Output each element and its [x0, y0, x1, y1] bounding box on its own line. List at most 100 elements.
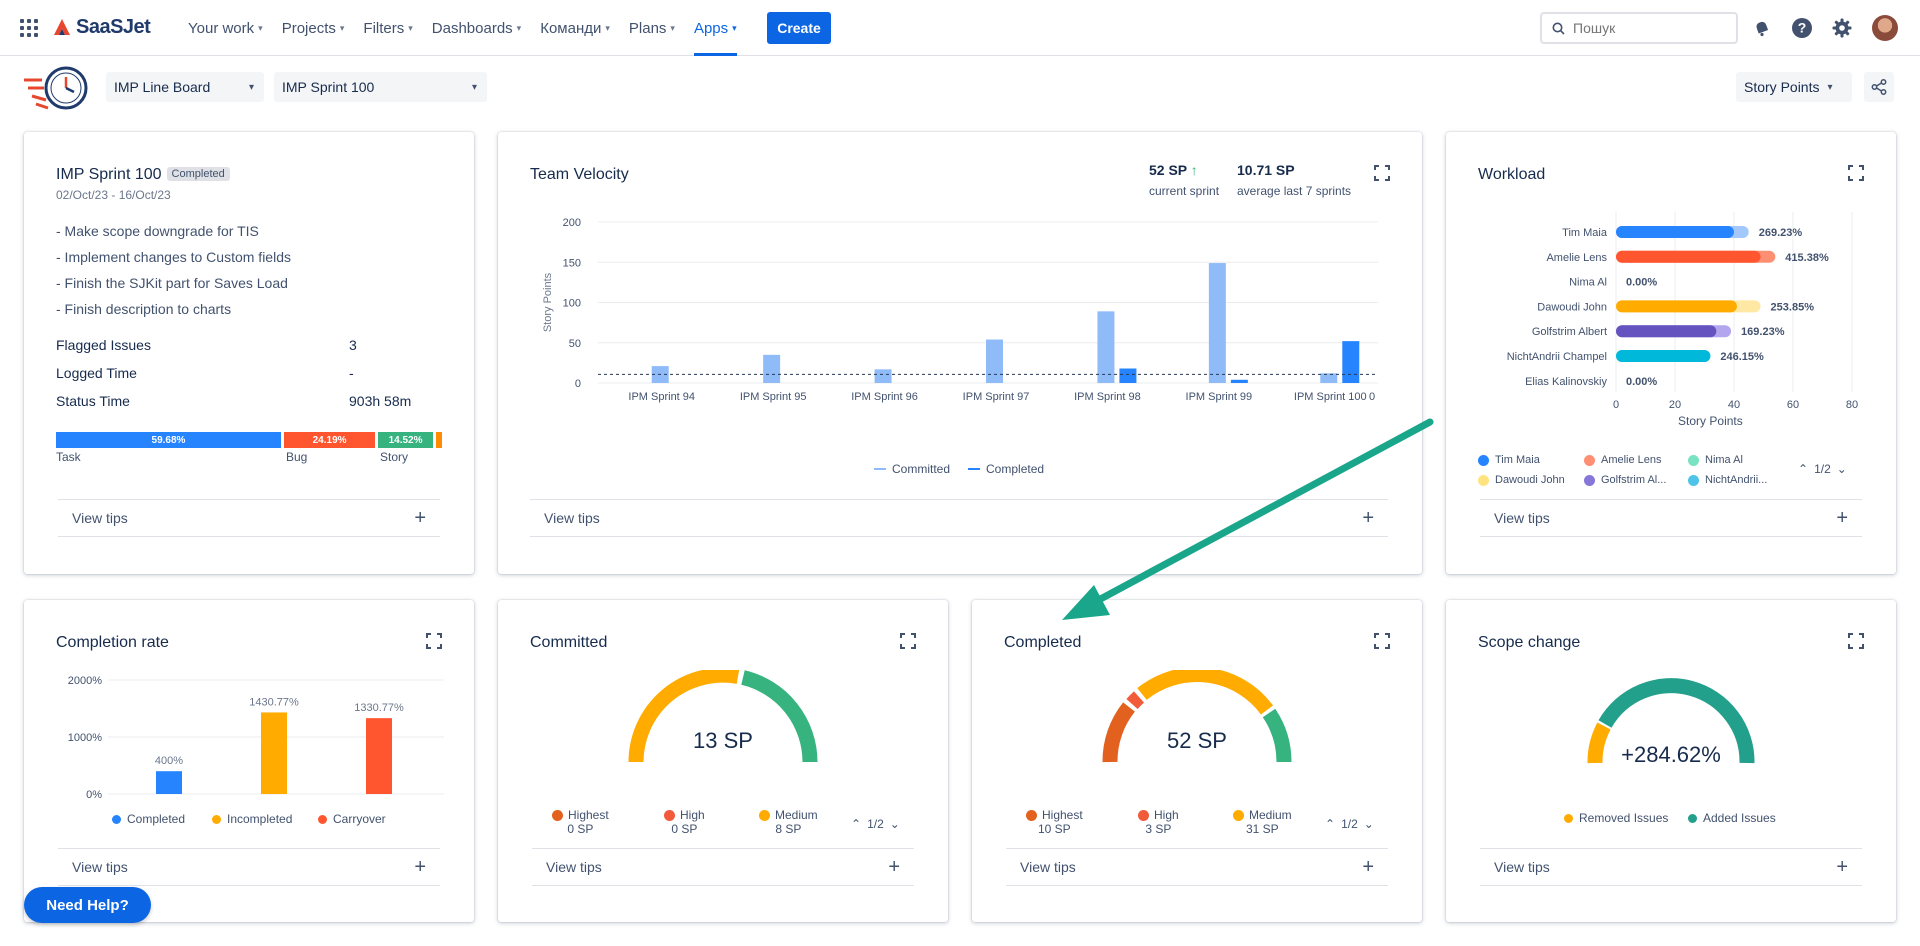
priority-pager[interactable]: ⌃ 1/2 ⌄ — [1325, 817, 1374, 831]
workload-pager[interactable]: ⌃ 1/2 ⌄ — [1798, 462, 1847, 476]
distribution-segment: 14.52% — [378, 432, 433, 448]
view-tips-row[interactable]: View tips + — [532, 848, 914, 886]
distribution-segment — [435, 432, 442, 448]
chevron-down-icon[interactable]: ⌄ — [1363, 817, 1374, 831]
legend-item[interactable]: Golfstrim Al... — [1584, 474, 1666, 486]
data-label: 246.15% — [1720, 351, 1764, 363]
nav-item[interactable]: Filters ▾ — [363, 0, 412, 56]
primary-nav: Your work ▾ Projects ▾ Filters ▾ Dashboards ▾ Ко… — [188, 0, 756, 56]
y-tick-label: 200 — [563, 217, 581, 229]
user-avatar[interactable] — [1872, 15, 1898, 41]
nav-item[interactable]: Projects ▾ — [282, 0, 345, 56]
app-switcher-icon[interactable] — [20, 19, 38, 37]
legend-label: Dawoudi John — [1495, 474, 1565, 486]
view-tips-row[interactable]: View tips + — [58, 499, 440, 537]
arrow-up-icon: ↑ — [1190, 162, 1198, 178]
brand-logo[interactable]: SaaSJet — [54, 16, 151, 39]
workload-chart: 0 20 40 60 80 Story Points Tim Maia 269.23% Amel… — [1507, 212, 1858, 428]
legend-item[interactable]: Added Issues — [1688, 811, 1776, 825]
legend-item[interactable]: Tim Maia — [1478, 454, 1540, 466]
priority-sp: 0 SP — [567, 822, 594, 836]
chevron-down-icon[interactable]: ⌄ — [1836, 462, 1847, 476]
chevron-down-icon[interactable]: ⌄ — [889, 817, 900, 831]
average-value: 10.71 SP — [1237, 162, 1295, 178]
category-label: Elias Kalinovskiy — [1525, 376, 1607, 388]
legend-label: Amelie Lens — [1601, 454, 1662, 466]
search-icon — [1552, 22, 1565, 35]
priority-label: Medium — [1249, 808, 1292, 822]
expand-icon[interactable] — [1848, 633, 1864, 649]
search-input[interactable] — [1573, 20, 1723, 36]
nav-item[interactable]: Dashboards ▾ — [432, 0, 521, 56]
plus-icon[interactable]: + — [1362, 855, 1374, 878]
nav-item[interactable]: Команди ▾ — [540, 0, 610, 56]
view-tips-row[interactable]: View tips + — [58, 848, 440, 886]
need-help-button[interactable]: Need Help? — [24, 887, 151, 923]
settings-gear-icon[interactable] — [1830, 16, 1854, 40]
legend-item[interactable]: NichtAndrii... — [1688, 474, 1767, 486]
plus-icon[interactable]: + — [1836, 506, 1848, 529]
notifications-icon[interactable] — [1750, 16, 1774, 40]
view-tips-row[interactable]: View tips + — [530, 499, 1388, 537]
committed-bar — [986, 339, 1003, 383]
stat-value: 3 — [349, 337, 357, 353]
expand-icon[interactable] — [1374, 165, 1390, 181]
priority-pager[interactable]: ⌃ 1/2 ⌄ — [851, 817, 900, 831]
gauge-segment-high — [1126, 691, 1145, 710]
sprint-select[interactable]: IMP Sprint 100 ▾ — [274, 72, 487, 102]
priority-medium: Medium 31 SP — [1233, 808, 1292, 836]
plus-icon[interactable]: + — [414, 855, 426, 878]
chevron-up-icon[interactable]: ⌃ — [851, 817, 862, 831]
plus-icon[interactable]: + — [888, 855, 900, 878]
sprint-goals: - Make scope downgrade for TIS - Impleme… — [56, 218, 291, 322]
legend-item[interactable]: Completed — [112, 812, 185, 826]
legend-item[interactable]: Dawoudi John — [1478, 474, 1565, 486]
legend-item[interactable]: Carryover — [318, 812, 386, 826]
view-tips-row[interactable]: View tips + — [1480, 848, 1862, 886]
completed-bar — [1119, 368, 1137, 383]
priority-label: Highest — [568, 808, 609, 822]
data-label: 1430.77% — [249, 696, 299, 708]
x-tick-label: 80 — [1846, 399, 1858, 411]
expand-icon[interactable] — [900, 633, 916, 649]
nav-item[interactable]: Apps ▾ — [693, 0, 737, 56]
legend-item[interactable]: Nima Al — [1688, 454, 1743, 466]
scope-gauge — [1587, 678, 1755, 764]
view-tips-row[interactable]: View tips + — [1006, 848, 1388, 886]
chevron-up-icon[interactable]: ⌃ — [1325, 817, 1336, 831]
expand-icon[interactable] — [1848, 165, 1864, 181]
plus-icon[interactable]: + — [1362, 506, 1374, 529]
view-tips-label: View tips — [544, 510, 600, 526]
workload-bar — [1616, 350, 1711, 362]
legend-item[interactable]: Amelie Lens — [1584, 454, 1662, 466]
legend-label: Golfstrim Al... — [1601, 474, 1667, 486]
nav-item[interactable]: Your work ▾ — [188, 0, 263, 56]
category-label: Amelie Lens — [1546, 252, 1607, 264]
data-label: 253.85% — [1771, 301, 1815, 313]
legend-label: Removed Issues — [1579, 811, 1669, 825]
velocity-legend: Committed Completed — [874, 462, 1044, 476]
search-box[interactable] — [1540, 12, 1738, 44]
view-tips-row[interactable]: View tips + — [1480, 499, 1862, 537]
dist-label: Bug — [286, 450, 308, 464]
legend-item[interactable]: Incompleted — [212, 812, 292, 826]
chevron-up-icon[interactable]: ⌃ — [1798, 462, 1809, 476]
legend-item[interactable]: Removed Issues — [1564, 811, 1668, 825]
create-button[interactable]: Create — [767, 12, 831, 44]
nav-item[interactable]: Plans ▾ — [629, 0, 675, 56]
help-icon[interactable]: ? — [1790, 16, 1814, 40]
plus-icon[interactable]: + — [1836, 855, 1848, 878]
priority-medium: Medium 8 SP — [759, 808, 818, 836]
share-button[interactable] — [1864, 72, 1894, 102]
sprint-title-row: IMP Sprint 100 Completed — [56, 166, 230, 184]
completion-bar — [156, 771, 182, 794]
expand-icon[interactable] — [1374, 633, 1390, 649]
data-label: 269.23% — [1759, 227, 1803, 239]
team-velocity-card: Team Velocity 52 SP ↑ current sprint 10.… — [498, 132, 1422, 574]
board-select[interactable]: IMP Line Board ▾ — [106, 72, 264, 102]
committed-card: Committed 13 SP Highest 0 SP High 0 SP M… — [498, 600, 948, 922]
plus-icon[interactable]: + — [414, 506, 426, 529]
expand-icon[interactable] — [426, 633, 442, 649]
chevron-down-icon: ▾ — [516, 22, 522, 33]
measure-select[interactable]: Story Points ▾ — [1736, 72, 1852, 102]
